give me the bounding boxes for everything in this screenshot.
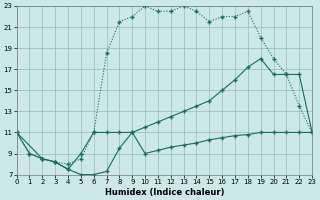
X-axis label: Humidex (Indice chaleur): Humidex (Indice chaleur) (105, 188, 224, 197)
